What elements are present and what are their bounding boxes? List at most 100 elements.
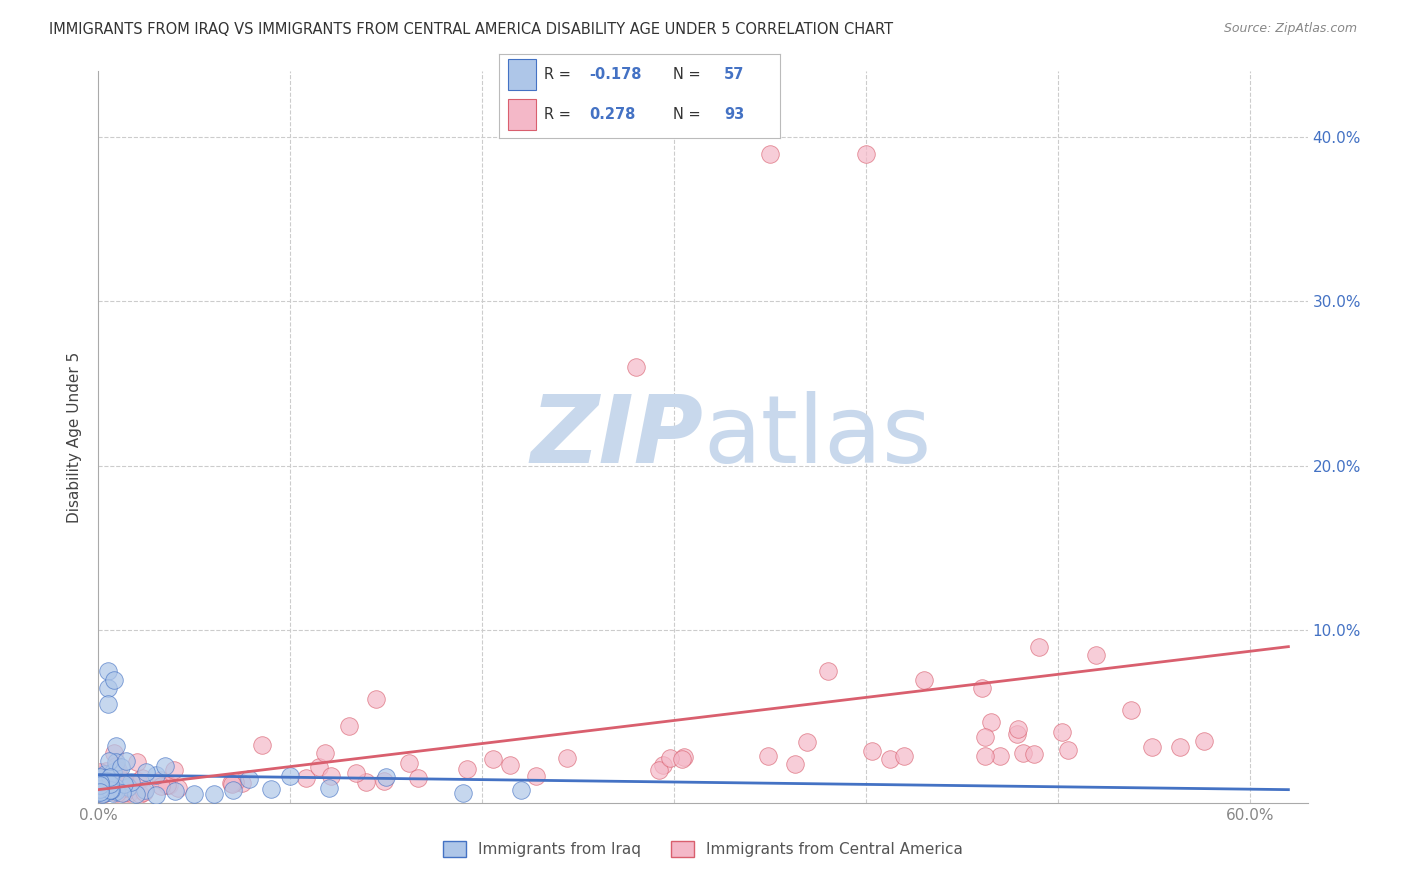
Point [100, 770, 122, 784]
Point [375, 770, 398, 784]
Point [163, 764, 186, 778]
Point [105, 786, 128, 800]
Point [107, 782, 129, 797]
Point [1085, 648, 1108, 662]
Point [219, 776, 242, 790]
Point [105, 764, 128, 779]
Point [988, 748, 1011, 763]
Point [90, 784, 112, 798]
Point [91, 783, 114, 797]
Point [131, 771, 153, 785]
Point [93, 781, 115, 796]
Point [129, 787, 152, 801]
Point [893, 749, 915, 764]
Point [817, 665, 839, 679]
Point [356, 774, 378, 789]
Point [671, 752, 693, 766]
Point [862, 744, 884, 758]
Point [1028, 640, 1050, 654]
Point [980, 715, 1002, 730]
Point [238, 772, 260, 787]
Point [1140, 740, 1163, 755]
Text: 93: 93 [724, 107, 744, 122]
Point [221, 777, 243, 791]
Point [451, 786, 474, 800]
Point [98, 770, 121, 784]
Point [118, 786, 141, 800]
Point [89, 771, 111, 785]
Point [96, 785, 118, 799]
Point [98, 780, 121, 794]
Point [110, 760, 132, 774]
Point [398, 756, 420, 770]
Point [756, 748, 779, 763]
Point [658, 751, 681, 765]
Point [373, 773, 395, 788]
Point [134, 783, 156, 797]
Point [104, 775, 127, 789]
Y-axis label: Disability Age Under 5: Disability Age Under 5 [67, 351, 83, 523]
Point [111, 786, 134, 800]
Point [145, 768, 167, 782]
Point [308, 760, 330, 774]
Point [125, 787, 148, 801]
Point [97, 697, 120, 711]
Text: atlas: atlas [703, 391, 931, 483]
Point [202, 788, 225, 802]
Point [97, 681, 120, 695]
Point [157, 778, 180, 792]
Point [103, 764, 125, 779]
Point [112, 786, 135, 800]
Point [120, 775, 142, 789]
Point [974, 749, 997, 764]
Point [96, 782, 118, 797]
Point [183, 787, 205, 801]
Point [89, 780, 111, 794]
Point [648, 763, 671, 777]
FancyBboxPatch shape [508, 60, 536, 90]
Point [1192, 734, 1215, 748]
Point [1170, 740, 1192, 755]
Point [337, 719, 360, 733]
Point [1119, 703, 1142, 717]
Text: N =: N = [673, 107, 702, 122]
Point [112, 777, 135, 791]
Point [156, 778, 179, 792]
Point [117, 777, 139, 791]
Point [89, 778, 111, 792]
Point [97, 754, 120, 768]
Point [145, 788, 167, 802]
Point [783, 756, 806, 771]
Point [91, 787, 114, 801]
Point [149, 779, 172, 793]
Point [105, 759, 128, 773]
Text: N =: N = [673, 67, 702, 82]
Point [125, 756, 148, 770]
Point [94, 767, 117, 781]
Point [101, 768, 124, 782]
Point [89, 782, 111, 797]
Point [1057, 743, 1080, 757]
Point [321, 768, 343, 782]
Point [456, 762, 478, 776]
Point [796, 735, 818, 749]
Point [509, 783, 531, 797]
Point [117, 780, 139, 794]
Point [149, 772, 172, 787]
Point [524, 769, 547, 783]
Point [912, 673, 935, 687]
Point [89, 764, 111, 779]
Text: R =: R = [544, 107, 571, 122]
Point [112, 773, 135, 788]
Point [555, 751, 578, 765]
Text: ZIP: ZIP [530, 391, 703, 483]
Point [366, 692, 388, 706]
Point [155, 759, 177, 773]
Point [673, 749, 696, 764]
Point [974, 730, 997, 744]
Point [1022, 747, 1045, 761]
Point [94, 781, 117, 796]
Point [1007, 722, 1029, 736]
Point [94, 764, 117, 779]
Point [260, 781, 283, 796]
